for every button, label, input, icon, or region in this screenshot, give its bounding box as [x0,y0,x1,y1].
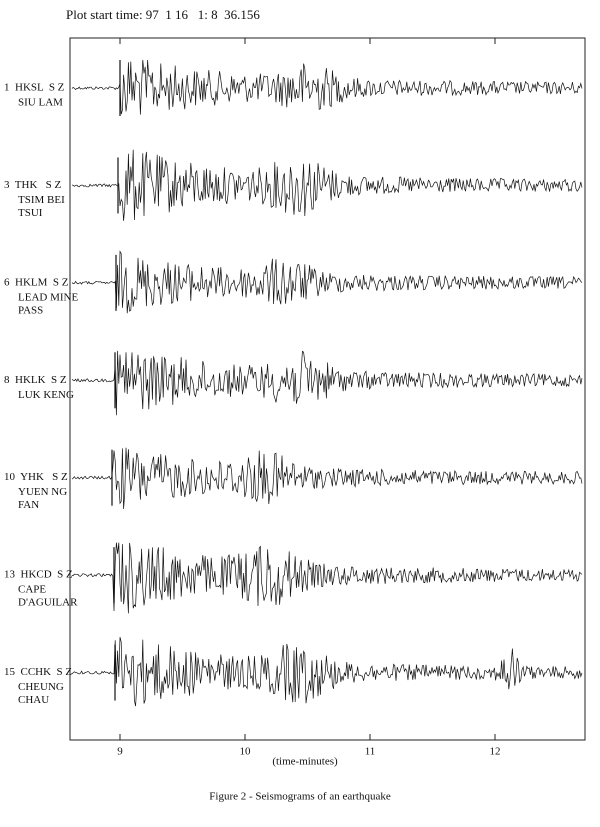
waveform [71,350,583,416]
station-code: 13 HKCD S Z [4,569,73,581]
station-code: 6 HKLM S Z [4,276,69,288]
waveform [71,447,583,510]
x-tick-label: 12 [490,746,501,758]
station-name: LUK KENG [18,389,74,401]
x-tick-label: 9 [117,746,123,758]
station-name: TSIM BEI [18,194,65,206]
station-name: YUEN NG [18,486,67,498]
waveform [71,542,583,614]
station-name: CHAU [18,694,49,706]
station-name: SIU LAM [18,97,63,109]
station-code: 1 HKSL S Z [4,82,65,94]
station-code: 8 HKLK S Z [4,374,67,386]
waveform [71,149,583,221]
waveform [71,250,583,314]
station-name: D'AGUILAR [18,597,78,609]
x-tick-label: 10 [240,746,252,758]
station-code: 10 YHK S Z [4,471,68,483]
station-name: LEAD MINE [18,291,78,303]
station-name: CAPE [18,584,46,596]
waveform [71,59,583,115]
station-name: FAN [18,499,39,511]
station-name: PASS [18,304,43,316]
waveform [71,637,583,707]
station-name: TSUI [18,207,43,219]
x-tick-label: 11 [365,746,376,758]
header: Plot start time: 97 1 16 1: 8 36.156 [66,7,260,22]
station-code: 15 CCHK S Z [4,666,72,678]
station-name: CHEUNG [18,681,64,693]
station-code: 3 THK S Z [4,179,62,191]
caption: Figure 2 - Seismograms of an earthquake [209,791,391,803]
plot-frame [69,37,586,741]
x-axis-label: (time-minutes) [272,756,338,768]
